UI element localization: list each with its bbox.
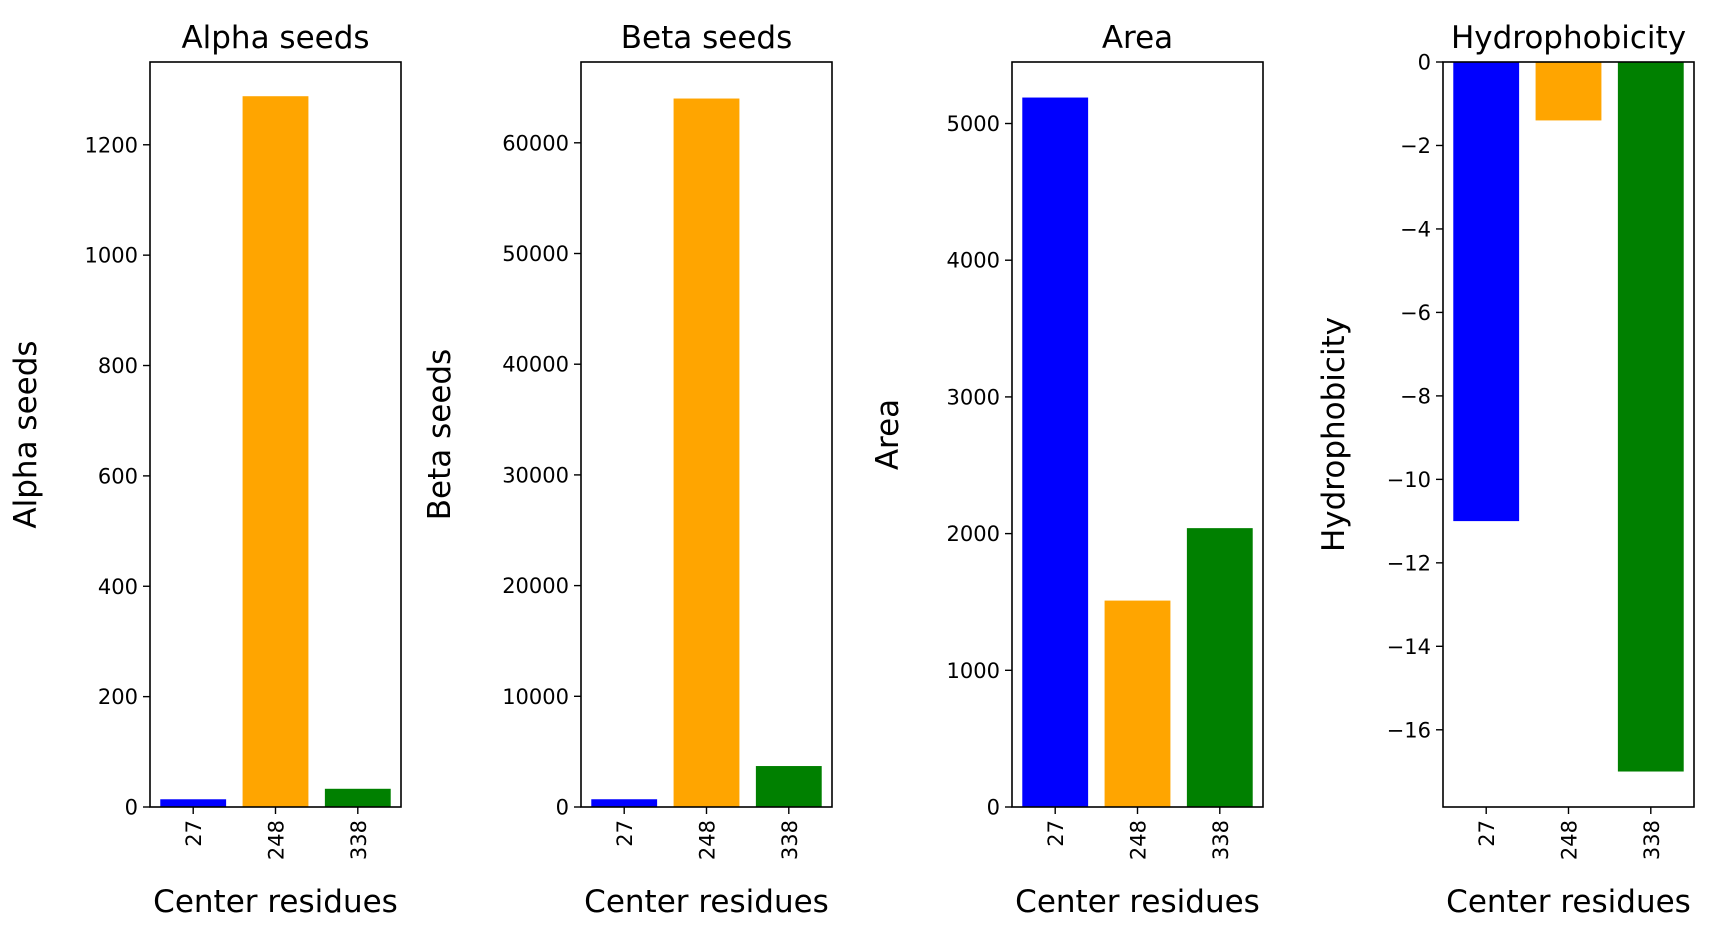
bar-248 bbox=[242, 96, 309, 807]
y-axis-label: Area bbox=[870, 399, 906, 470]
y-tick-label: 1200 bbox=[85, 133, 138, 157]
y-tick-label: 0 bbox=[1418, 51, 1431, 75]
y-tick-label: −6 bbox=[1400, 301, 1431, 325]
y-tick-label: 600 bbox=[98, 464, 138, 488]
bar-338 bbox=[1186, 528, 1253, 807]
y-axis-label: Alpha seeds bbox=[8, 340, 44, 528]
bar-27 bbox=[160, 799, 227, 807]
bar-27 bbox=[1022, 97, 1089, 808]
x-axis-label: Center residues bbox=[1446, 884, 1691, 920]
y-tick-label: 2000 bbox=[947, 522, 1000, 546]
bar-338 bbox=[1617, 62, 1684, 772]
bar-248 bbox=[1104, 600, 1171, 807]
bar-27 bbox=[591, 799, 658, 807]
x-tick-label: 27 bbox=[1475, 820, 1499, 847]
y-tick-label: −8 bbox=[1400, 384, 1431, 408]
x-tick-label: 248 bbox=[265, 820, 289, 860]
y-tick-label: −4 bbox=[1400, 217, 1431, 241]
y-tick-label: −16 bbox=[1387, 718, 1431, 742]
x-tick-label: 338 bbox=[778, 820, 802, 860]
y-tick-label: −2 bbox=[1400, 134, 1431, 158]
y-tick-label: 40000 bbox=[502, 353, 569, 377]
y-tick-label: 400 bbox=[98, 575, 138, 599]
x-tick-label: 27 bbox=[182, 820, 206, 847]
y-tick-label: 30000 bbox=[502, 463, 569, 487]
y-tick-label: 0 bbox=[987, 796, 1000, 820]
y-tick-label: 5000 bbox=[947, 112, 1000, 136]
bar-338 bbox=[755, 766, 822, 807]
y-tick-label: −14 bbox=[1387, 635, 1431, 659]
y-axis-label: Beta seeds bbox=[422, 349, 458, 520]
y-tick-label: 4000 bbox=[947, 249, 1000, 273]
chart-title: Alpha seeds bbox=[181, 20, 369, 56]
chart-title: Hydrophobicity bbox=[1451, 20, 1686, 56]
chart-panel-1: 0 200 400 600 800 1000 1200 27 248 338 Alpha seeds… bbox=[8, 20, 402, 920]
y-tick-label: −10 bbox=[1387, 468, 1431, 492]
x-tick-label: 248 bbox=[696, 820, 720, 860]
x-tick-label: 248 bbox=[1127, 820, 1151, 860]
x-axis-label: Center residues bbox=[584, 884, 829, 920]
y-tick-label: 1000 bbox=[947, 659, 1000, 683]
y-tick-label: 20000 bbox=[502, 574, 569, 598]
x-tick-label: 338 bbox=[1640, 820, 1664, 860]
bar-338 bbox=[324, 788, 391, 807]
y-tick-label: −12 bbox=[1387, 551, 1431, 575]
y-tick-label: 3000 bbox=[947, 385, 1000, 409]
y-tick-label: 0 bbox=[556, 796, 569, 820]
bar-248 bbox=[1535, 62, 1602, 121]
chart-title: Beta seeds bbox=[621, 20, 792, 56]
x-tick-label: 338 bbox=[347, 820, 371, 860]
y-tick-label: 200 bbox=[98, 685, 138, 709]
y-tick-label: 10000 bbox=[502, 685, 569, 709]
x-tick-label: 248 bbox=[1558, 820, 1582, 860]
chart-title: Area bbox=[1102, 20, 1173, 56]
y-axis-label: Hydrophobicity bbox=[1316, 317, 1352, 552]
chart-panel-4: 0 −2 −4 −6 −8 −10 −12 −14 −16 27 248 338 Hydrophobic… bbox=[1316, 20, 1695, 920]
chart-panel-3: 0 1000 2000 3000 4000 5000 27 248 338 Area Center … bbox=[870, 20, 1264, 920]
y-tick-label: 800 bbox=[98, 354, 138, 378]
x-tick-label: 338 bbox=[1209, 820, 1233, 860]
y-tick-label: 60000 bbox=[502, 131, 569, 155]
x-axis-label: Center residues bbox=[153, 884, 398, 920]
x-tick-label: 27 bbox=[1044, 820, 1068, 847]
bar-27 bbox=[1453, 62, 1520, 522]
x-tick-label: 27 bbox=[613, 820, 637, 847]
chart-panel-2: 0 10000 20000 30000 40000 50000 60000 27 248 338 B… bbox=[422, 20, 833, 920]
y-tick-label: 0 bbox=[125, 796, 138, 820]
x-axis-label: Center residues bbox=[1015, 884, 1260, 920]
bar-248 bbox=[673, 98, 740, 808]
y-tick-label: 1000 bbox=[85, 244, 138, 268]
y-tick-label: 50000 bbox=[502, 242, 569, 266]
